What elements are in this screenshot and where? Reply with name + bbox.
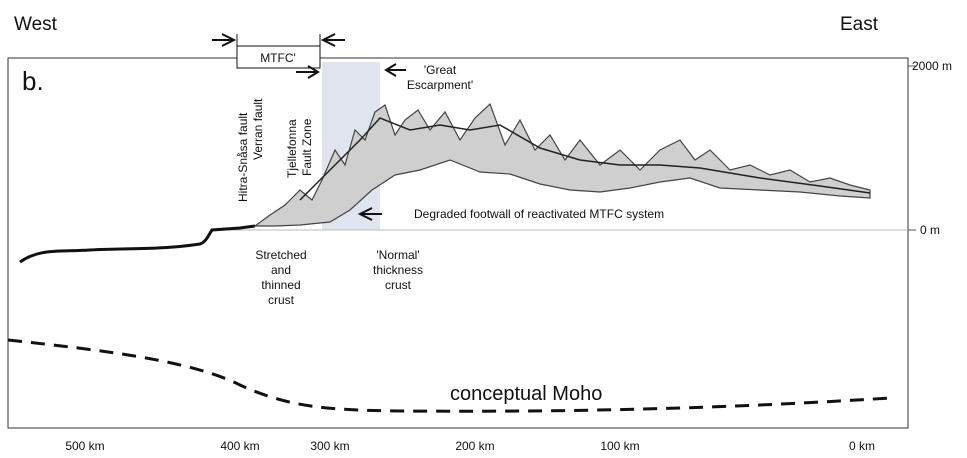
profile-west	[19, 224, 256, 264]
x-tick-label: 500 km	[65, 439, 104, 453]
arrow	[212, 33, 237, 47]
moho-label: conceptual Moho	[450, 383, 602, 405]
label-line: crust	[385, 278, 412, 292]
profile-east	[253, 102, 871, 227]
label-line: crust	[268, 293, 295, 307]
label-line: and	[271, 263, 291, 277]
x-tick-label: 200 km	[455, 439, 494, 453]
west-label: West	[14, 14, 58, 35]
footwall-label: Degraded footwall of reactivated MTFC sy…	[414, 207, 664, 221]
bracket-box	[236, 45, 321, 69]
fault-label: Hitra-Snåsa fault	[236, 112, 250, 202]
moho-line	[7, 338, 891, 413]
x-tick-label: 400 km	[220, 439, 259, 453]
x-axis: 500 km 400 km 300 km 200 km 100 km 0 km	[65, 439, 875, 453]
bracket-label: MTFC'	[260, 51, 296, 65]
arrow	[357, 207, 382, 221]
panel-label: b.	[22, 66, 44, 96]
label-line: thinned	[261, 278, 300, 292]
x-tick-label: 300 km	[310, 439, 349, 453]
frame	[7, 57, 909, 429]
elevation-label: 2000 m	[912, 59, 952, 73]
label-line: 'Normal'	[376, 248, 419, 262]
arrow	[296, 65, 320, 79]
x-tick-label: 0 km	[849, 439, 875, 453]
fault-label: Verran fault	[251, 98, 265, 160]
east-label: East	[840, 14, 879, 35]
arrow	[384, 63, 406, 77]
elevation-label: 0 m	[920, 223, 940, 237]
x-tick-label: 100 km	[600, 439, 639, 453]
label-line: Stretched	[255, 248, 306, 262]
fault-label: Fault Zone	[300, 118, 314, 176]
arrow	[320, 33, 345, 47]
label-line: thickness	[373, 263, 423, 277]
fault-label: Tjellefonna	[285, 119, 299, 178]
label-line: Escarpment'	[407, 78, 473, 92]
label-line: 'Great	[424, 63, 457, 77]
profile-ridge	[299, 117, 871, 201]
